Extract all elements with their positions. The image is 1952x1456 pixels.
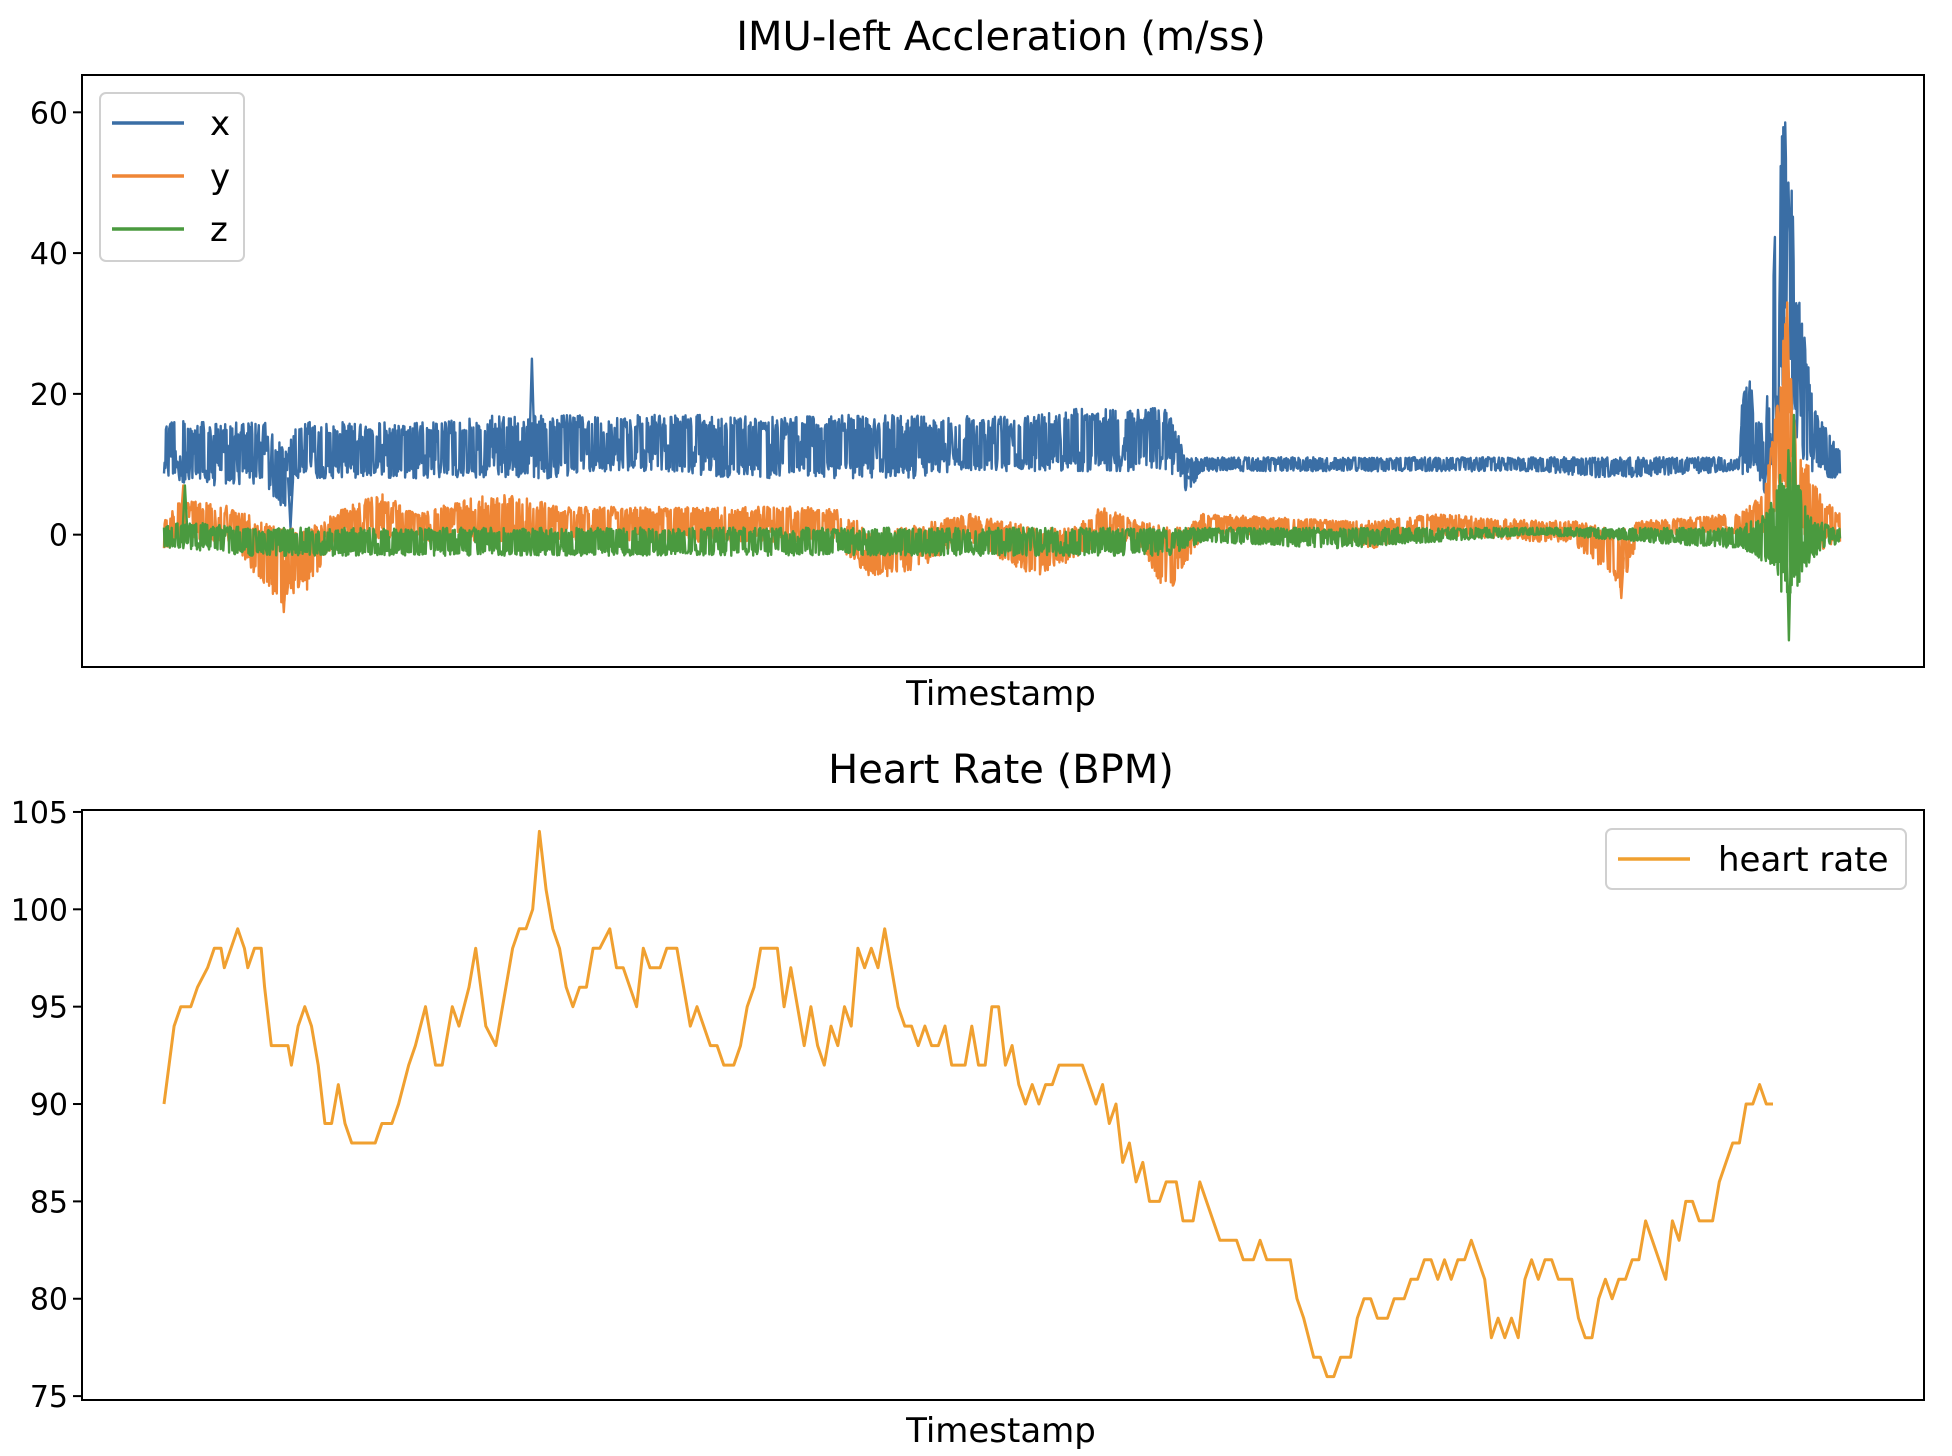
y-tick-label: 75 [30, 1380, 68, 1415]
y-tick-label: 20 [30, 378, 68, 413]
plot-frame [81, 809, 1925, 1401]
plot-area [162, 829, 1773, 1379]
series-y-line [162, 301, 1842, 614]
legend-label: y [210, 157, 230, 197]
chart-title: Heart Rate (BPM) [828, 747, 1174, 793]
legend: xyz [99, 92, 245, 262]
legend-label: heart rate [1718, 840, 1888, 880]
y-tick-label: 40 [30, 237, 68, 272]
x-axis-label: Timestamp [905, 674, 1096, 714]
y-tick-label: 60 [30, 96, 68, 131]
y-tick-label: 90 [30, 1088, 68, 1123]
legend: heart rate [1605, 828, 1907, 890]
series-x-line [162, 121, 1842, 529]
plot-area [162, 121, 1842, 642]
legend-box [1605, 828, 1907, 890]
plot-frame [81, 74, 1925, 668]
legend-label: x [210, 104, 230, 144]
series-z-line [162, 413, 1842, 642]
y-tick-label: 95 [30, 991, 68, 1026]
y-tick-label: 0 [49, 519, 68, 554]
y-tick-label: 80 [30, 1283, 68, 1318]
imu-acceleration-chart: IMU-left Accleration (m/ss) Timestamp xy… [30, 14, 1925, 714]
y-tick-label: 100 [11, 893, 68, 928]
y-tick-label: 85 [30, 1185, 68, 1220]
chart-title: IMU-left Accleration (m/ss) [736, 14, 1266, 60]
heart-rate-chart: Heart Rate (BPM) Timestamp heart rate 75… [11, 747, 1925, 1451]
series-heart-rate-line [162, 829, 1773, 1379]
legend-label: z [210, 210, 228, 250]
y-tick-label: 105 [11, 796, 68, 831]
x-axis-label: Timestamp [905, 1411, 1096, 1451]
